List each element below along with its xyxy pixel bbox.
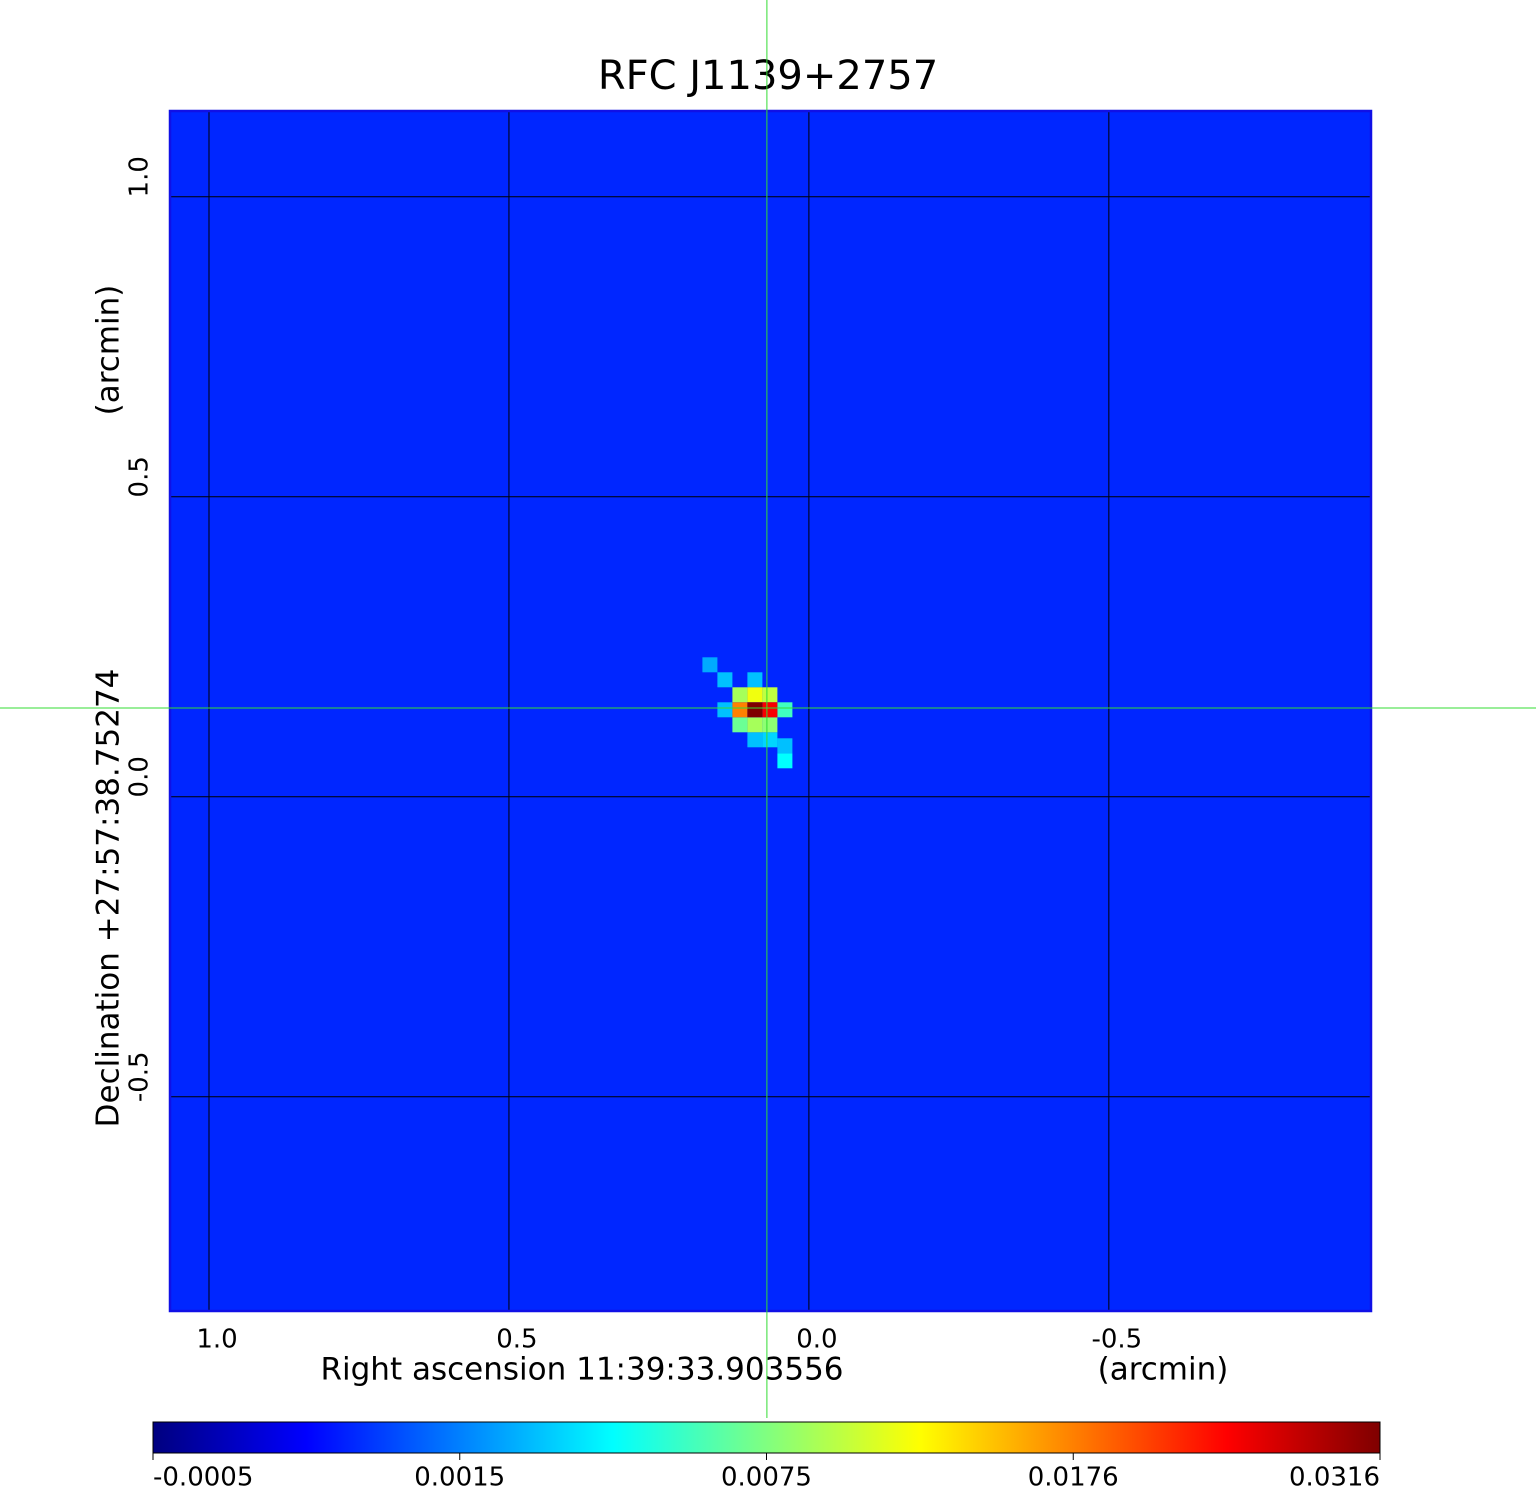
image-pixel — [762, 702, 778, 718]
colorbar-tick-label: 0.0176 — [1028, 1463, 1119, 1493]
image-pixel — [717, 672, 733, 688]
image-pixel — [732, 717, 748, 733]
y-tick-label: 0.5 — [125, 456, 155, 497]
image-pixel — [732, 702, 748, 718]
x-tick-label: 0.5 — [496, 1325, 537, 1355]
colorbar-tick-label: 0.0015 — [414, 1463, 505, 1493]
colorbar-tick-label: -0.0005 — [153, 1463, 253, 1493]
colorbar-tick-label: 0.0316 — [1289, 1463, 1380, 1493]
image-pixel — [762, 717, 778, 733]
image-pixel — [702, 657, 718, 673]
x-axis-unit: (arcmin) — [1098, 1352, 1229, 1388]
colorbar — [152, 1421, 1381, 1454]
y-tick-label: 1.0 — [125, 156, 155, 197]
x-tick-label: 0.0 — [796, 1325, 837, 1355]
image-pixel — [777, 753, 793, 769]
image-pixel — [762, 687, 778, 703]
y-tick-label: -0.5 — [125, 1051, 155, 1102]
x-tick-label: -0.5 — [1091, 1325, 1142, 1355]
image-pixel — [747, 672, 763, 688]
chart-title: RFC J1139+2757 — [598, 53, 938, 99]
colorbar-tick-label: 0.0075 — [721, 1463, 812, 1493]
image-pixel — [747, 687, 763, 703]
image-pixel — [732, 687, 748, 703]
image-pixel — [747, 717, 763, 733]
image-pixel — [762, 732, 778, 748]
image-pixel — [747, 702, 763, 718]
image-pixel — [717, 702, 733, 718]
y-axis-unit: (arcmin) — [91, 285, 127, 416]
y-axis-label: Declination +27:57:38.75274 — [91, 669, 127, 1128]
y-tick-label: 0.0 — [125, 756, 155, 797]
image-pixel — [777, 702, 793, 718]
x-tick-label: 1.0 — [196, 1325, 237, 1355]
image-pixel — [777, 738, 793, 754]
image-pixel — [747, 732, 763, 748]
plot-border — [168, 109, 1373, 1313]
x-axis-label: Right ascension 11:39:33.903556 — [320, 1352, 843, 1388]
